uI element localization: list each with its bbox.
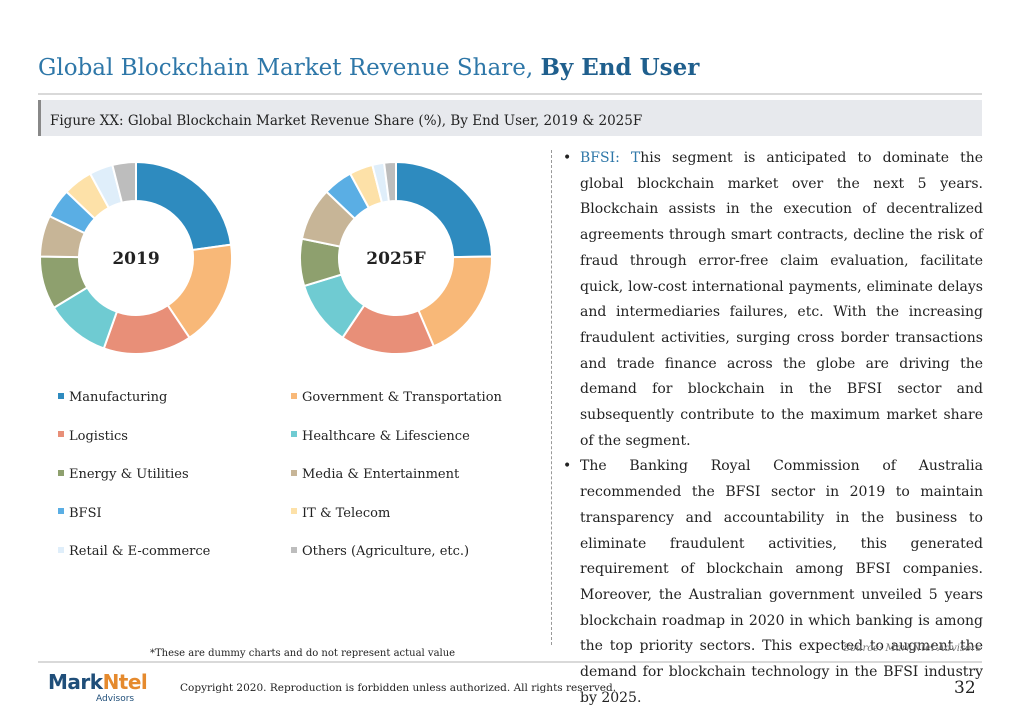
legend-swatch	[291, 546, 297, 553]
bullet-text: his segment is anticipated to dominate t…	[580, 150, 983, 449]
donut-slice-government-transportation	[417, 255, 493, 348]
legend-item: Media & Entertainment	[291, 467, 459, 482]
legend-label: BFSI	[69, 505, 102, 521]
footer-rule	[38, 661, 982, 663]
legend-item: BFSI	[58, 506, 102, 521]
legend-swatch	[58, 508, 64, 514]
dummy-note: *These are dummy charts and do not repre…	[150, 648, 456, 659]
page-title: Global Blockchain Market Revenue Share, …	[38, 54, 699, 81]
marknte-logo: MarkNtel Advisors	[48, 670, 148, 704]
bullet-text: The Banking Royal Commission of Australi…	[580, 458, 983, 706]
legend-label: IT & Telecom	[302, 505, 391, 521]
bullet-highlight: BFSI: T	[580, 150, 641, 166]
legend-label: Energy & Utilities	[69, 467, 189, 482]
title-bold: By End User	[540, 54, 700, 81]
legend-swatch	[291, 508, 297, 514]
legend-item: Healthcare & Lifescience	[291, 429, 470, 444]
donut-slice-manufacturing	[395, 160, 494, 259]
header-rule	[38, 93, 982, 95]
bullet-australia: • The Banking Royal Commission of Austra…	[563, 454, 983, 711]
legend-item: IT & Telecom	[291, 506, 390, 521]
legend-label: Government & Transportation	[302, 390, 502, 405]
donut-slice-others-agriculture-etc	[382, 160, 397, 203]
legend-item: Government & Transportation	[291, 390, 502, 405]
donut-slice-manufacturing	[135, 160, 233, 252]
logo-ntel: Ntel	[102, 670, 148, 694]
page-number: 32	[954, 678, 976, 698]
figure-caption-bar: Figure XX: Global Blockchain Market Reve…	[38, 100, 982, 136]
legend-label: Logistics	[69, 428, 128, 444]
legend-label: Retail & E-commerce	[69, 544, 211, 559]
legend-swatch	[58, 469, 64, 476]
legend-swatch	[58, 546, 64, 553]
figure-caption: Figure XX: Global Blockchain Market Reve…	[50, 113, 643, 129]
logo-mark: Mark	[48, 670, 103, 694]
column-divider	[551, 150, 552, 645]
legend-label: Manufacturing	[69, 390, 168, 405]
legend-label: Healthcare & Lifescience	[302, 428, 470, 444]
legend-item: Retail & E-commerce	[58, 544, 210, 559]
donut-charts: 2019 2025F	[38, 160, 494, 355]
bullet-dot: •	[563, 150, 572, 166]
logo-advisors: Advisors	[96, 694, 135, 704]
legend-swatch	[58, 392, 64, 399]
commentary: • BFSI: This segment is anticipated to d…	[563, 146, 983, 711]
title-regular: Global Blockchain Market Revenue Share,	[38, 55, 541, 81]
donut-center-label: 2025F	[366, 249, 425, 269]
charts-area: 2019 2025F	[38, 150, 508, 374]
donut-chart-2019: 2019	[38, 160, 233, 355]
legend-label: Media & Entertainment	[302, 467, 460, 482]
bullet-bfsi: • BFSI: This segment is anticipated to d…	[563, 146, 983, 454]
legend-label: Others (Agriculture, etc.)	[302, 544, 470, 559]
legend-swatch	[291, 469, 297, 476]
legend-item: Energy & Utilities	[58, 467, 189, 482]
legend-item: Others (Agriculture, etc.)	[291, 544, 469, 559]
legend-item: Manufacturing	[58, 390, 167, 405]
legend-swatch	[291, 392, 297, 399]
legend-item: Logistics	[58, 429, 128, 444]
donut-chart-2025f: 2025F	[299, 160, 494, 355]
donut-center-label: 2019	[112, 249, 159, 269]
legend-swatch	[58, 431, 64, 437]
logo-wordmark: MarkNtel	[48, 670, 148, 694]
donut-slice-others-agriculture-etc	[111, 160, 137, 204]
legend-swatch	[291, 431, 297, 437]
source-note: Source: MarkNtel Advisors	[843, 643, 981, 654]
bullet-dot: •	[563, 458, 572, 475]
copyright: Copyright 2020. Reproduction is forbidde…	[180, 682, 617, 694]
